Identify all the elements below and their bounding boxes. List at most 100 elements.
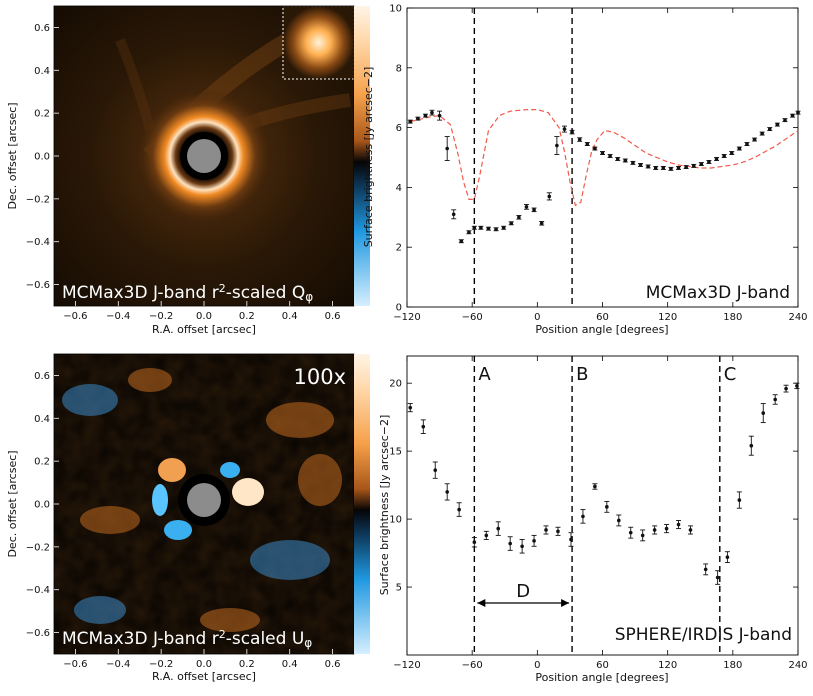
data-point — [562, 127, 567, 131]
data-point — [745, 142, 749, 146]
data-point — [593, 146, 597, 151]
data-point — [691, 164, 696, 168]
data-point — [646, 164, 650, 169]
y-tick-label: 8 — [396, 63, 402, 74]
data-point — [669, 167, 673, 171]
y-tick-label: 5 — [396, 583, 402, 594]
y-tick-label: −0.4 — [26, 237, 50, 248]
coronagraph-mask — [187, 139, 221, 173]
x-tick-label: 0.6 — [325, 311, 341, 322]
y-tick-label: −0.2 — [26, 194, 50, 205]
uphi-ylabel: Dec. offset [arcsec] — [6, 450, 19, 557]
y-tick-label: −0.6 — [26, 628, 50, 639]
data-point — [508, 541, 512, 546]
data-point — [581, 514, 585, 519]
sphere-brightness-plot: −120 −60 0 60 120 180 240 5 10 15 20 A B C D SPHERE/IR… — [378, 355, 808, 684]
data-point — [600, 151, 605, 155]
data-point — [615, 157, 620, 161]
x-tick-label: 0.2 — [239, 659, 255, 670]
data-point — [616, 518, 621, 523]
x-tick-label: −0.2 — [149, 659, 173, 670]
data-point — [652, 528, 657, 532]
x-tick-label: 240 — [788, 312, 807, 323]
data-point — [496, 526, 501, 531]
data-point — [714, 157, 719, 161]
x-tick-label: −60 — [462, 660, 483, 671]
y-tick-label: 0.4 — [34, 414, 50, 425]
data-point — [479, 225, 483, 230]
data-point — [699, 162, 704, 166]
y-tick-label: 0.6 — [34, 371, 50, 382]
data-point — [631, 161, 635, 165]
data-point — [664, 526, 669, 531]
data-point — [445, 490, 449, 494]
data-point — [517, 215, 521, 220]
y-tick-label: 20 — [389, 379, 402, 390]
data-point — [760, 131, 764, 136]
data-point — [423, 113, 428, 118]
y-tick-label: 6 — [396, 123, 402, 134]
data-point — [676, 522, 681, 527]
data-point — [433, 468, 438, 472]
data-point — [737, 146, 742, 151]
data-point — [684, 165, 688, 169]
x-tick-label: −0.2 — [149, 311, 173, 322]
x-tick-label: 0.4 — [282, 659, 298, 670]
y-tick-label: 0.6 — [34, 23, 50, 34]
coronagraph-mask-bottom — [187, 483, 221, 517]
data-point — [472, 225, 477, 230]
x-tick-label: −0.6 — [63, 659, 87, 670]
x-tick-label: 0.4 — [282, 311, 298, 322]
data-point — [638, 163, 643, 167]
uphi-image-panel: 100x MCMax3D J-band r2-scaled Uφ R.A. of… — [6, 353, 370, 683]
data-point — [784, 386, 788, 391]
data-point — [623, 158, 628, 163]
data-point — [715, 575, 720, 580]
data-point — [767, 127, 772, 131]
data-point — [445, 146, 449, 151]
x-tick-label: −60 — [462, 312, 483, 323]
data-point — [472, 540, 477, 544]
data-point — [569, 537, 573, 542]
y-tick-label: −0.6 — [26, 280, 50, 291]
x-tick-label: 180 — [723, 312, 742, 323]
x-tick-label: 60 — [596, 312, 609, 323]
x-tick-label: 0.0 — [196, 659, 212, 670]
data-point — [796, 110, 800, 115]
data-point — [761, 411, 766, 415]
data-point — [725, 555, 730, 559]
qphi-colorbar — [354, 6, 370, 306]
y-tick-label: 15 — [389, 447, 402, 458]
data-point — [737, 498, 742, 502]
data-point — [653, 166, 658, 170]
data-point — [729, 151, 734, 155]
y-tick-label: 0.2 — [34, 457, 50, 468]
data-point — [707, 160, 711, 164]
data-point — [437, 113, 442, 118]
data-point — [577, 137, 582, 142]
x-tick-label: −0.6 — [63, 311, 87, 322]
data-point — [570, 130, 574, 134]
data-point — [509, 221, 514, 226]
data-point — [749, 443, 754, 448]
x-tick-label: 0.6 — [325, 659, 341, 670]
data-point — [501, 225, 506, 230]
data-point — [467, 230, 471, 235]
x-tick-label: −0.4 — [106, 311, 130, 322]
data-point — [593, 484, 597, 489]
x-tick-label: 60 — [596, 660, 609, 671]
x-tick-label: 180 — [723, 660, 742, 671]
x-tick-label: −0.4 — [106, 659, 130, 670]
model-dashed-line — [410, 109, 799, 207]
uphi-caption: MCMax3D J-band r2-scaled Uφ — [62, 628, 312, 650]
data-point — [451, 212, 456, 217]
data-point — [795, 384, 799, 388]
data-point — [494, 227, 498, 232]
inset-box — [282, 6, 354, 80]
y-tick-label: 0.0 — [34, 500, 50, 511]
data-point — [544, 528, 548, 532]
data-point — [524, 205, 529, 209]
sphere-ylabel: Surface brightness [Jy arcsec−2] — [378, 415, 391, 596]
y-tick-label: 10 — [389, 515, 402, 526]
data-point — [585, 142, 590, 146]
